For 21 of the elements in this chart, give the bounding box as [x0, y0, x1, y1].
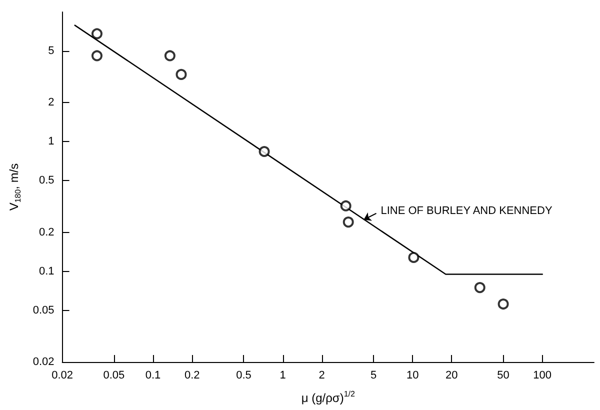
- y-tick-label: 0.05: [32, 304, 54, 316]
- x-tick-label: 20: [446, 370, 458, 382]
- annotation: LINE OF BURLEY AND KENNEDY: [380, 205, 553, 218]
- x-tick-label: 10: [406, 370, 419, 382]
- x-tick-label: 0.5: [236, 370, 252, 382]
- y-tick-label: 5: [48, 45, 54, 58]
- x-tick-label: 1: [280, 370, 286, 382]
- x-tick-label: 50: [497, 370, 510, 382]
- y-tick-label: 1: [48, 136, 54, 148]
- y-axis-title: V180, m/s: [7, 163, 22, 211]
- x-tick-label: 0.1: [145, 370, 161, 382]
- x-tick-label: 0.05: [103, 370, 125, 382]
- x-tick-label: 5: [370, 370, 377, 382]
- y-tick-label: 0.2: [39, 226, 54, 238]
- y-tick-label: 0.02: [32, 356, 54, 368]
- x-tick-label: 100: [533, 370, 552, 382]
- x-tick-label: 2: [318, 370, 325, 382]
- y-tick-label: 0.5: [39, 174, 54, 187]
- y-tick-label: 2: [48, 96, 54, 109]
- x-tick-label: 0.2: [184, 370, 200, 382]
- y-tick-label: 0.1: [39, 265, 54, 278]
